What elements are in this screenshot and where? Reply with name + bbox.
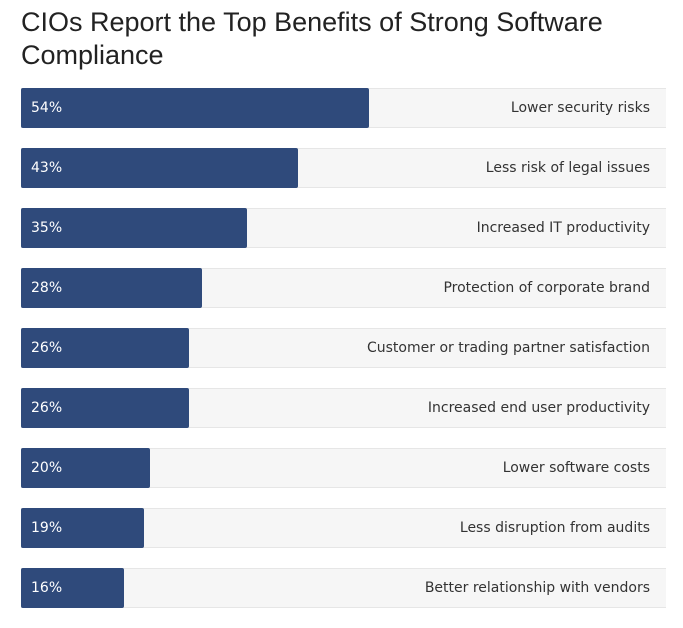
bar-value-label: 19%: [31, 520, 63, 536]
bar-value-label: 26%: [31, 400, 63, 416]
category-label: Less disruption from audits: [459, 520, 650, 536]
bar-value-label: 20%: [31, 460, 63, 476]
bar-row: 54% Lower security risks: [21, 88, 666, 128]
bar-value-label: 35%: [31, 220, 63, 236]
bar-row: 26% Increased end user productivity: [21, 388, 666, 428]
category-label: Protection of corporate brand: [443, 280, 650, 296]
bar-value-label: 54%: [31, 100, 63, 116]
category-label: Less risk of legal issues: [485, 160, 650, 176]
chart-title: CIOs Report the Top Benefits of Strong S…: [21, 7, 603, 70]
bar: [21, 148, 298, 188]
bar: [21, 388, 189, 428]
bar-row: 19% Less disruption from audits: [21, 508, 666, 548]
bar-row: 20% Lower software costs: [21, 448, 666, 488]
bar: [21, 268, 202, 308]
category-label: Lower software costs: [502, 460, 650, 476]
bar-row: 43% Less risk of legal issues: [21, 148, 666, 188]
bar-value-label: 28%: [31, 280, 63, 296]
bar-value-label: 26%: [31, 340, 63, 356]
category-label: Lower security risks: [510, 100, 650, 116]
bar-row: 26% Customer or trading partner satisfact…: [21, 328, 666, 368]
category-label: Customer or trading partner satisfaction: [366, 340, 650, 356]
bar: [21, 328, 189, 368]
category-label: Increased end user productivity: [427, 400, 650, 416]
bar: [21, 448, 150, 488]
bar-row: 16% Better relationship with vendors: [21, 568, 666, 608]
bar-value-label: 16%: [31, 580, 63, 596]
category-label: Increased IT productivity: [476, 220, 650, 236]
bar: [21, 508, 144, 548]
bar-value-label: 43%: [31, 160, 63, 176]
bar: [21, 568, 124, 608]
bar: [21, 208, 247, 248]
bar-row: 28% Protection of corporate brand: [21, 268, 666, 308]
category-label: Better relationship with vendors: [424, 580, 650, 596]
bar-row: 35% Increased IT productivity: [21, 208, 666, 248]
bar-chart: 54% Lower security risks 43% Less risk of l…: [21, 88, 666, 628]
bar: [21, 88, 369, 128]
